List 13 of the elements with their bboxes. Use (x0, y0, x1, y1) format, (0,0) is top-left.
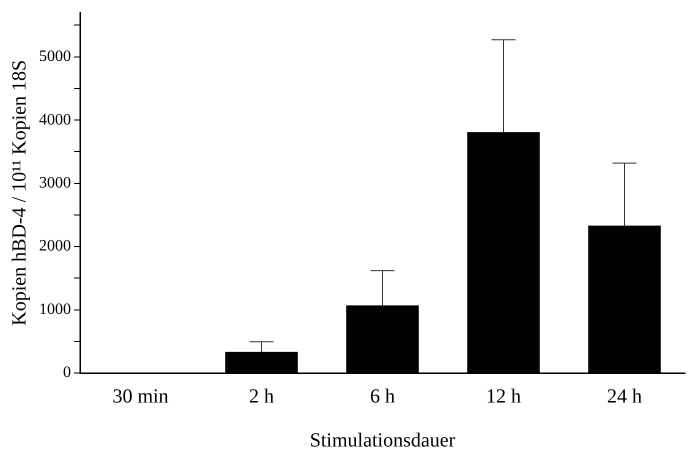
x-axis-title: Stimulationsdauer (310, 429, 456, 452)
x-tick-label: 2 h (249, 385, 274, 408)
y-tick-label: 0 (63, 364, 71, 382)
y-tick-label: 5000 (39, 48, 71, 66)
x-tick-label: 12 h (486, 385, 521, 408)
y-tick-label: 1000 (39, 300, 71, 318)
y-tick-label: 4000 (39, 111, 71, 128)
x-tick-label: 30 min (112, 385, 169, 408)
y-axis-title: Kopien hBD-4 / 10¹¹ Kopien 18S (8, 60, 30, 326)
y-tick-label: 2000 (39, 238, 71, 255)
x-tick-label: 6 h (370, 385, 395, 408)
x-tick-label: 24 h (607, 385, 642, 408)
y-tick-label: 3000 (39, 174, 71, 192)
